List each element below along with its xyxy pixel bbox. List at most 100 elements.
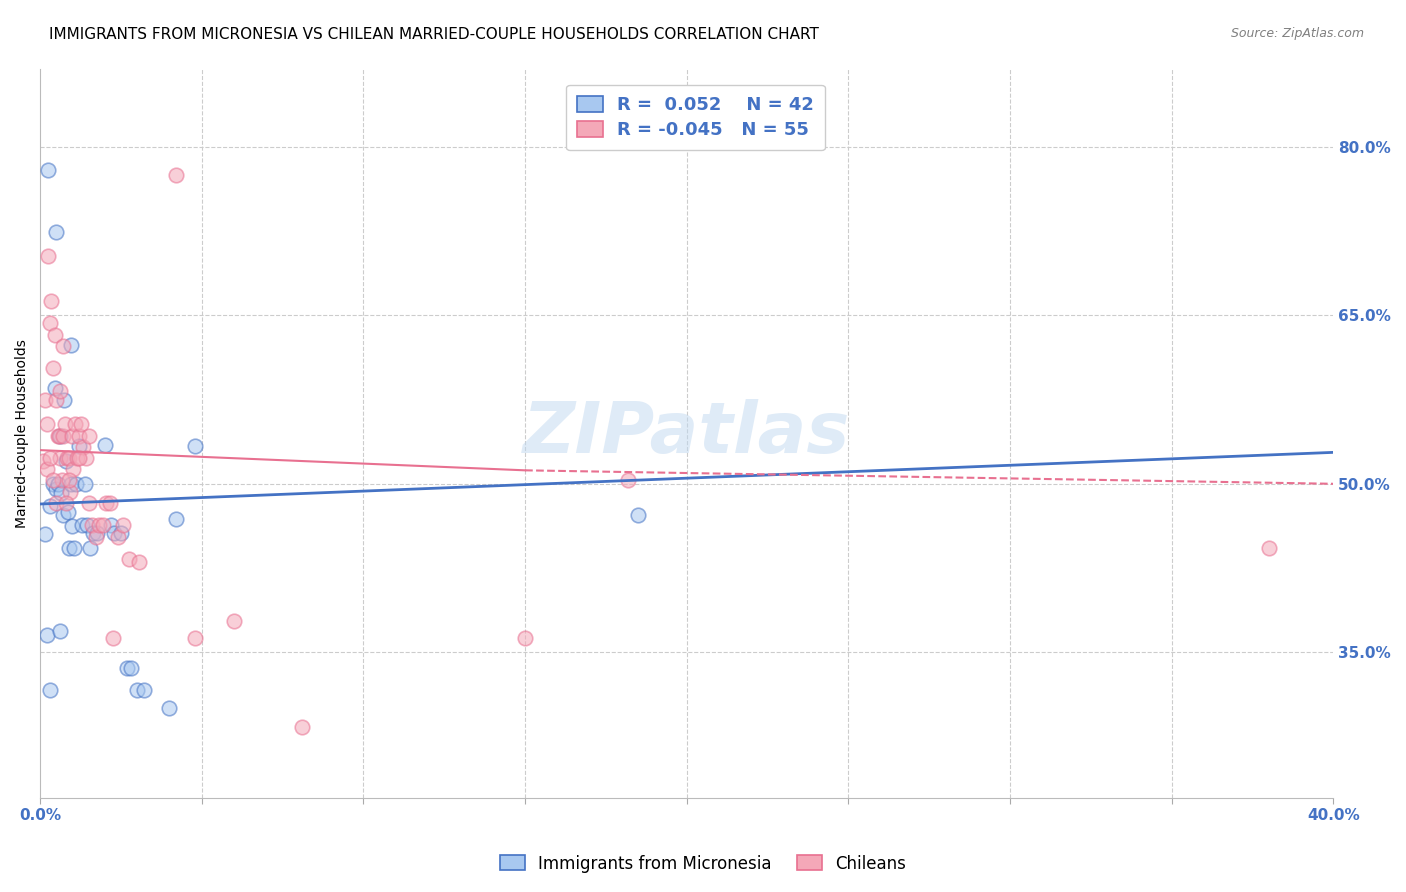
Point — [75, 450, 97, 465]
Point — [59, 484, 82, 499]
Point — [59, 337, 82, 351]
Point — [627, 508, 650, 523]
Point — [66, 450, 89, 465]
Point — [91, 518, 114, 533]
Point — [63, 417, 86, 432]
Point — [55, 450, 77, 465]
Point — [87, 518, 110, 533]
Text: Source: ZipAtlas.com: Source: ZipAtlas.com — [1230, 27, 1364, 40]
Point — [184, 439, 207, 453]
Point — [75, 476, 97, 491]
Point — [49, 450, 72, 465]
Legend: Immigrants from Micronesia, Chileans: Immigrants from Micronesia, Chileans — [494, 848, 912, 880]
Point — [58, 541, 80, 555]
Point — [55, 454, 77, 468]
Point — [72, 440, 94, 454]
Point — [101, 631, 124, 645]
Point — [118, 552, 141, 566]
Point — [110, 526, 132, 541]
Point — [291, 720, 314, 734]
Point — [94, 437, 117, 451]
Point — [52, 339, 75, 353]
Point — [55, 496, 77, 510]
Point — [222, 614, 245, 628]
Point — [62, 519, 84, 533]
Point — [63, 541, 86, 555]
Point — [38, 450, 60, 465]
Point — [86, 526, 108, 541]
Point — [184, 631, 207, 645]
Point — [42, 476, 65, 491]
Point — [45, 483, 67, 497]
Point — [58, 474, 80, 488]
Point — [98, 496, 121, 510]
Point — [53, 417, 76, 432]
Point — [48, 624, 70, 638]
Point — [58, 450, 80, 465]
Point — [45, 496, 67, 510]
Point — [35, 462, 58, 476]
Text: IMMIGRANTS FROM MICRONESIA VS CHILEAN MARRIED-COUPLE HOUSEHOLDS CORRELATION CHAR: IMMIGRANTS FROM MICRONESIA VS CHILEAN MA… — [49, 27, 820, 42]
Point — [62, 462, 84, 476]
Point — [127, 683, 149, 698]
Point — [84, 530, 107, 544]
Point — [45, 392, 67, 407]
Point — [44, 327, 66, 342]
Point — [617, 474, 640, 488]
Point — [120, 661, 142, 675]
Point — [100, 518, 122, 533]
Point — [41, 293, 63, 308]
Point — [159, 701, 181, 715]
Point — [132, 683, 155, 698]
Point — [76, 518, 98, 533]
Point — [42, 474, 65, 488]
Point — [165, 168, 187, 182]
Point — [56, 505, 79, 519]
Point — [49, 485, 72, 500]
Point — [117, 661, 139, 675]
Point — [48, 428, 70, 442]
Point — [34, 527, 56, 541]
Text: ZIPatlas: ZIPatlas — [523, 399, 851, 467]
Point — [44, 381, 66, 395]
Point — [35, 628, 58, 642]
Point — [128, 555, 150, 569]
Point — [37, 249, 59, 263]
Point — [46, 476, 69, 491]
Point — [82, 518, 104, 533]
Point — [111, 518, 134, 533]
Point — [46, 428, 69, 442]
Point — [79, 541, 101, 555]
Point — [67, 439, 90, 453]
Point — [52, 508, 75, 523]
Point — [67, 428, 90, 442]
Legend: R =  0.052    N = 42, R = -0.045   N = 55: R = 0.052 N = 42, R = -0.045 N = 55 — [567, 85, 825, 150]
Point — [37, 162, 59, 177]
Point — [60, 428, 83, 442]
Point — [69, 417, 91, 432]
Point — [31, 454, 53, 468]
Point — [42, 361, 65, 376]
Point — [48, 428, 70, 442]
Point — [53, 392, 76, 407]
Point — [52, 428, 75, 442]
Point — [77, 428, 100, 442]
Point — [35, 417, 58, 432]
Point — [34, 392, 56, 407]
Point — [67, 450, 90, 465]
Y-axis label: Married-couple Households: Married-couple Households — [15, 339, 30, 528]
Point — [103, 526, 125, 541]
Point — [1257, 541, 1279, 555]
Point — [96, 496, 118, 510]
Point — [38, 316, 60, 330]
Point — [48, 384, 70, 398]
Point — [513, 631, 536, 645]
Point — [51, 474, 73, 488]
Point — [38, 683, 60, 698]
Point — [107, 530, 129, 544]
Point — [45, 226, 67, 240]
Point — [82, 526, 104, 541]
Point — [65, 476, 87, 491]
Point — [70, 518, 93, 533]
Point — [77, 496, 100, 510]
